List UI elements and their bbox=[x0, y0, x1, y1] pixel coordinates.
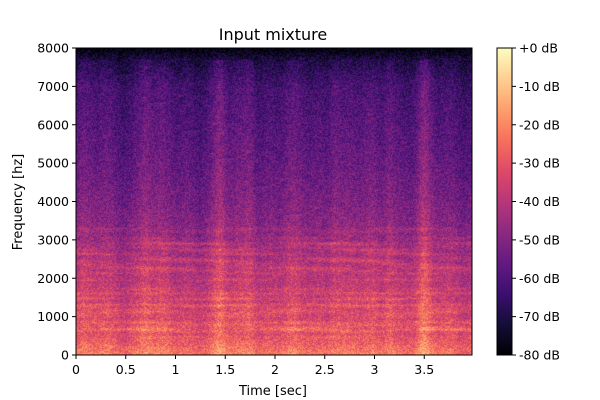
x-axis-label: Time [sec] bbox=[238, 384, 307, 399]
x-tick-label: 2 bbox=[271, 362, 279, 377]
y-tick-label: 6000 bbox=[37, 117, 69, 132]
y-axis-label: Frequency [hz] bbox=[11, 154, 26, 251]
x-tick-label: 0 bbox=[72, 362, 80, 377]
colorbar-gradient bbox=[497, 48, 512, 355]
x-tick-label: 3.5 bbox=[414, 362, 434, 377]
plot-area bbox=[75, 47, 473, 356]
colorbar-tick-label: -80 dB bbox=[519, 348, 560, 363]
colorbar-tick-label: -60 dB bbox=[519, 271, 560, 286]
colorbar: +0 dB -10 dB -20 dB -30 dB -40 dB -50 dB -60 d… bbox=[496, 41, 560, 363]
colorbar-tick-label: +0 dB bbox=[519, 41, 558, 56]
colorbar-tick-label: -40 dB bbox=[519, 194, 560, 209]
y-tick-label: 5000 bbox=[37, 156, 69, 171]
chart-title: Input mixture bbox=[219, 25, 328, 44]
y-tick-label: 0 bbox=[61, 348, 69, 363]
colorbar-tick-label: -20 dB bbox=[519, 117, 560, 132]
y-tick-label: 7000 bbox=[37, 79, 69, 94]
y-tick-label: 3000 bbox=[37, 232, 69, 247]
x-tick-label: 1.5 bbox=[215, 362, 235, 377]
spectrogram-heatmap bbox=[76, 48, 472, 355]
y-tick-label: 1000 bbox=[37, 309, 69, 324]
y-tick-label: 4000 bbox=[37, 194, 69, 209]
colorbar-tick-label: -50 dB bbox=[519, 232, 560, 247]
x-tick-label: 0.5 bbox=[116, 362, 136, 377]
y-tick-label: 8000 bbox=[37, 41, 69, 56]
colorbar-tick-label: -10 dB bbox=[519, 79, 560, 94]
colorbar-tick-label: -30 dB bbox=[519, 156, 560, 171]
y-tick-label: 2000 bbox=[37, 271, 69, 286]
x-tick-label: 1 bbox=[172, 362, 180, 377]
y-axis-ticks: 0 1000 2000 3000 4000 5000 6000 7000 8000 bbox=[37, 41, 76, 363]
colorbar-ticks: +0 dB -10 dB -20 dB -30 dB -40 dB -50 dB -60 d… bbox=[512, 41, 560, 363]
x-tick-label: 2.5 bbox=[315, 362, 335, 377]
x-axis-ticks: 0 0.5 1 1.5 2 2.5 3 3.5 bbox=[72, 355, 434, 377]
x-tick-label: 3 bbox=[371, 362, 379, 377]
colorbar-tick-label: -70 dB bbox=[519, 309, 560, 324]
